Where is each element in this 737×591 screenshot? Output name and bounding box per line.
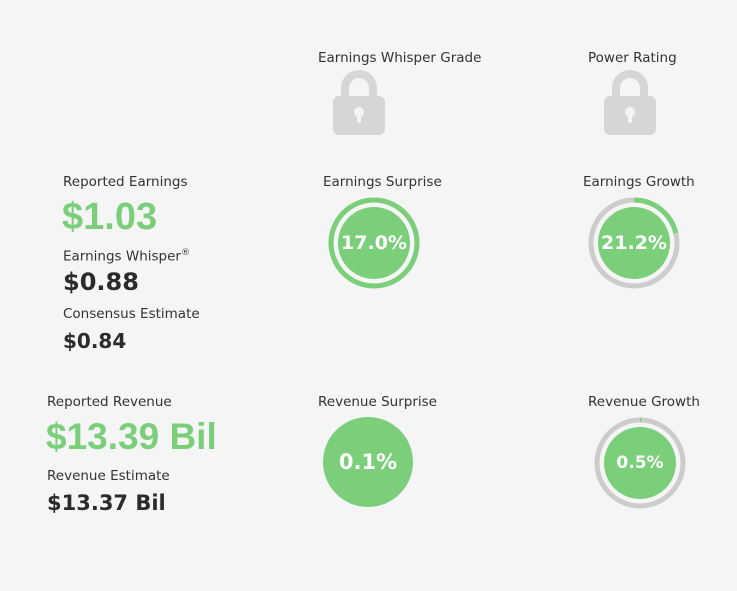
reported-earnings-label: Reported Earnings <box>63 174 188 190</box>
revenue-surprise-value: 0.1% <box>338 450 398 474</box>
revenue-growth-arc <box>594 417 686 509</box>
earnings-surprise-label: Earnings Surprise <box>323 174 442 190</box>
earnings-surprise-gauge: 17.0% <box>327 196 421 290</box>
power-rating-label: Power Rating <box>588 50 677 66</box>
revenue-growth-label: Revenue Growth <box>588 394 700 410</box>
earnings-growth-value: 21.2% <box>601 232 667 254</box>
lock-icon <box>602 66 658 136</box>
reported-revenue-label: Reported Revenue <box>47 394 172 410</box>
consensus-estimate-label: Consensus Estimate <box>63 306 200 322</box>
revenue-estimate-label: Revenue Estimate <box>47 468 170 484</box>
earnings-whisper-value: $0.88 <box>63 268 139 296</box>
reported-revenue-value: $13.39 Bil <box>46 416 217 457</box>
earnings-growth-label: Earnings Growth <box>583 174 695 190</box>
consensus-estimate-value: $0.84 <box>63 329 127 353</box>
reported-earnings-value: $1.03 <box>62 196 158 238</box>
revenue-estimate-value: $13.37 Bil <box>47 491 166 515</box>
revenue-surprise-label: Revenue Surprise <box>318 394 437 410</box>
earnings-growth-gauge: 21.2% <box>587 196 681 290</box>
registered-mark: ® <box>181 248 190 258</box>
earnings-surprise-value: 17.0% <box>341 232 407 254</box>
earnings-growth-arc <box>588 197 680 289</box>
lock-icon <box>331 66 387 136</box>
earnings-surprise-arc <box>328 197 420 289</box>
revenue-growth-gauge: 0.5% <box>593 416 687 510</box>
earnings-whisper-grade-label: Earnings Whisper Grade <box>318 50 482 66</box>
revenue-growth-value: 0.5% <box>616 453 664 473</box>
revenue-surprise-gauge: 0.1% <box>322 416 414 508</box>
earnings-whisper-label: Earnings Whisper® <box>63 248 190 265</box>
